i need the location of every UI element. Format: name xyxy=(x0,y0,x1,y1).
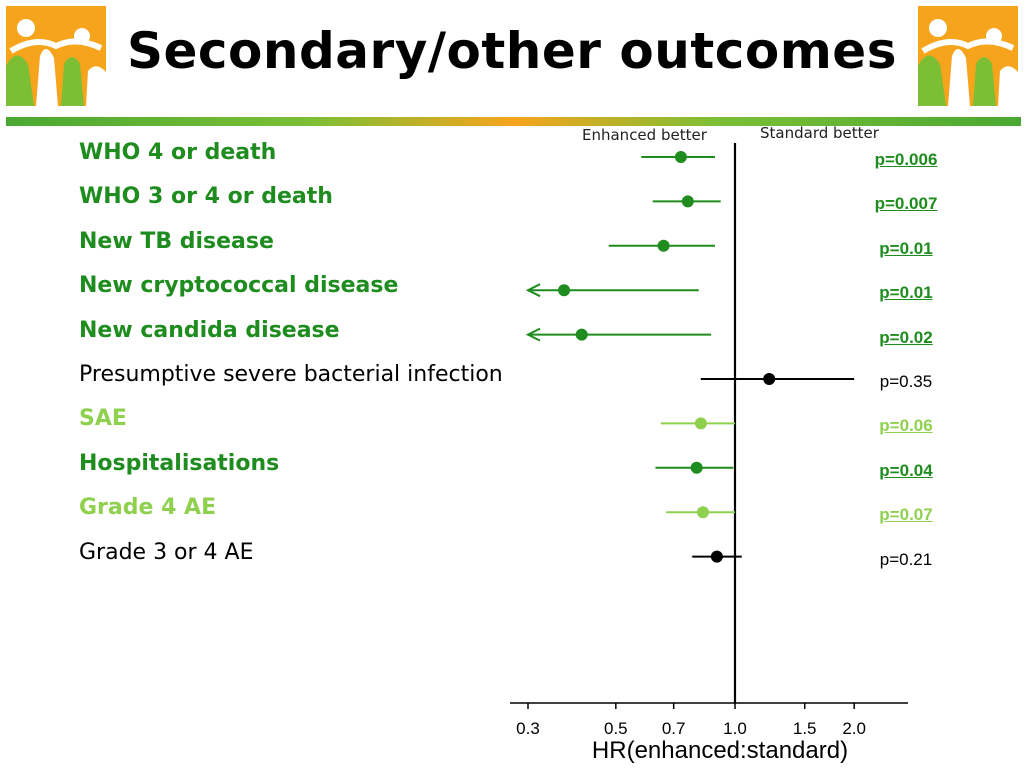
ci-arrow-left xyxy=(525,327,541,342)
hr-point xyxy=(681,195,694,208)
hr-point xyxy=(575,328,588,341)
hr-point xyxy=(710,550,723,563)
ci-arrow-left xyxy=(525,283,541,298)
hr-point xyxy=(657,239,670,252)
x-tick-label: 0.7 xyxy=(661,719,686,738)
p-value: p=0.01 xyxy=(879,283,933,303)
p-value: p=0.04 xyxy=(879,460,933,480)
outcome-label: New TB disease xyxy=(79,228,274,254)
p-value: p=0.01 xyxy=(879,238,933,258)
outcome-label: SAE xyxy=(79,406,127,432)
outcome-label: Grade 3 or 4 AE xyxy=(79,539,254,565)
children-family-logo-left xyxy=(6,6,106,106)
x-tick-label: 0.3 xyxy=(516,719,540,738)
outcome-label: Presumptive severe bacterial infection xyxy=(79,362,503,387)
enhanced-better-label: Enhanced better xyxy=(582,126,707,144)
header-divider xyxy=(6,117,1021,126)
outcome-label: New cryptococcal disease xyxy=(79,273,399,299)
x-axis-title: HR(enhanced:standard) xyxy=(591,737,849,764)
p-value: p=0.02 xyxy=(879,327,933,347)
outcome-label: New candida disease xyxy=(79,317,340,343)
hr-point xyxy=(690,461,703,474)
outcome-label: WHO 4 or death xyxy=(79,140,277,165)
x-tick-label: 2.0 xyxy=(842,719,866,738)
p-value: p=0.07 xyxy=(879,505,933,525)
hr-point xyxy=(558,284,571,297)
x-tick-label: 1.0 xyxy=(723,719,747,738)
x-tick-label: 1.5 xyxy=(792,719,817,738)
outcome-label: Grade 4 AE xyxy=(79,495,217,521)
p-value: p=0.007 xyxy=(874,194,938,214)
outcome-label: Hospitalisations xyxy=(79,450,280,476)
p-value: p=0.21 xyxy=(879,549,933,569)
x-tick-label: 0.5 xyxy=(603,719,628,738)
hr-point xyxy=(763,373,776,385)
children-family-logo-right xyxy=(918,6,1018,106)
standard-better-label: Standard better xyxy=(760,124,879,142)
hr-point xyxy=(674,151,687,163)
hr-point xyxy=(696,506,709,519)
outcome-label: WHO 3 or 4 or death xyxy=(79,184,333,210)
p-value: p=0.06 xyxy=(879,416,933,436)
p-value: p=0.35 xyxy=(879,372,933,391)
hr-point xyxy=(694,417,707,430)
page-title: Secondary/other outcomes xyxy=(127,22,897,80)
p-value: p=0.006 xyxy=(874,150,938,169)
